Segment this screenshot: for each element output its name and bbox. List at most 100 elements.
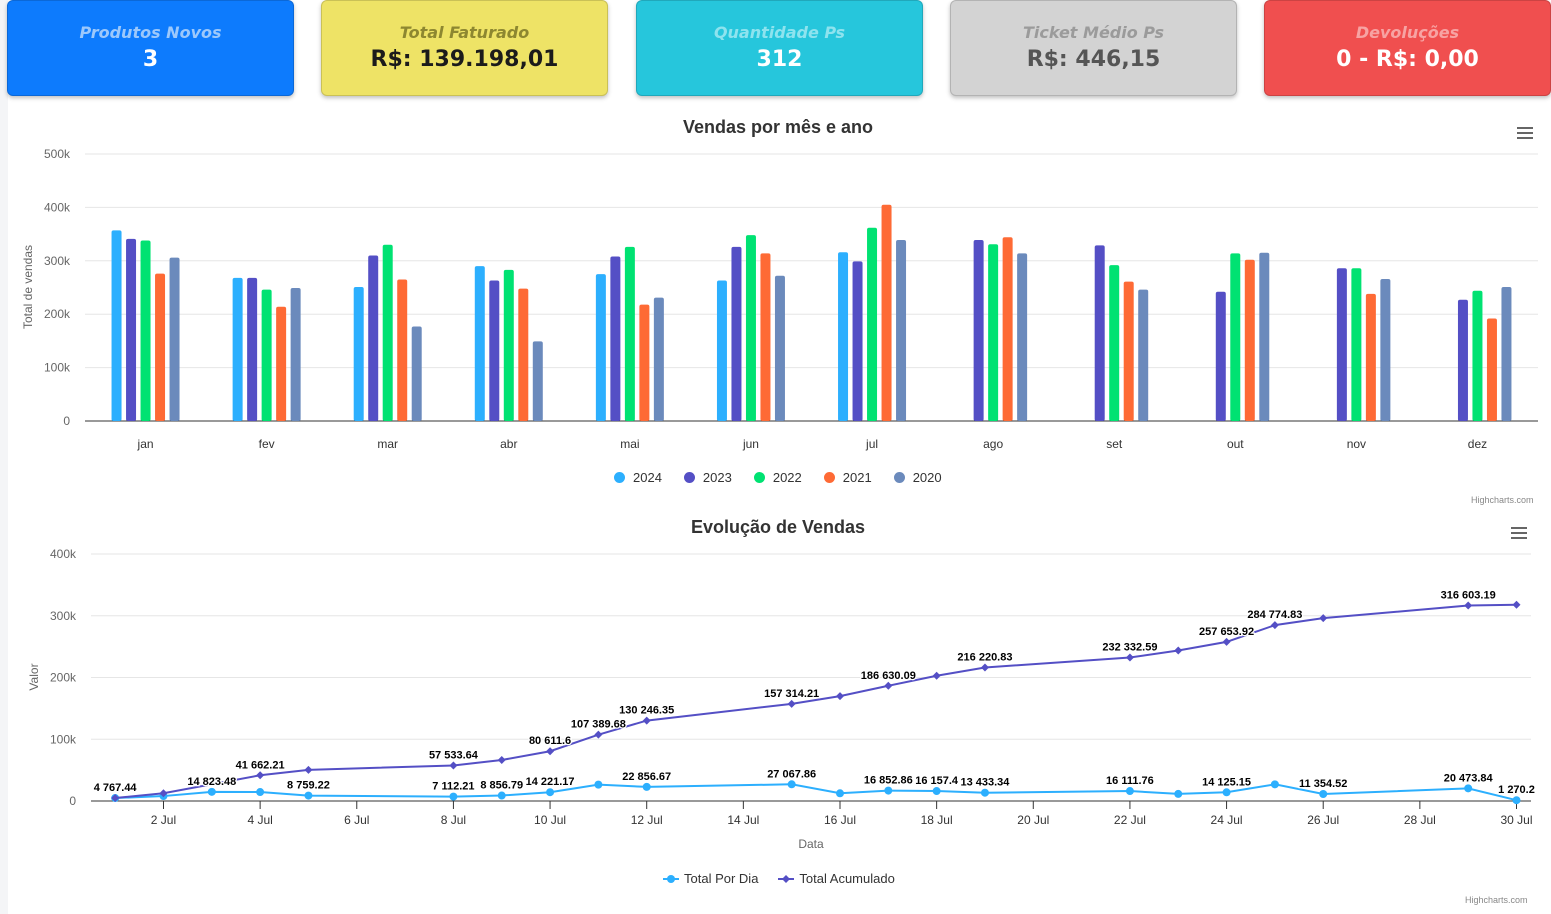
legend-label: 2024	[633, 470, 662, 485]
data-point	[1512, 796, 1521, 805]
x-tick-label: mar	[377, 437, 398, 451]
data-point	[1222, 637, 1231, 646]
chart-title: Vendas por mês e ano	[683, 117, 873, 137]
data-label: 7 112.21	[432, 781, 474, 793]
data-point	[1464, 784, 1473, 793]
bar	[1380, 278, 1391, 421]
y-tick-label: 500k	[44, 147, 71, 161]
x-tick-label: 28 Jul	[1404, 813, 1436, 827]
legend-item[interactable]: 2022	[753, 470, 802, 485]
y-axis-title: Valor	[27, 663, 41, 690]
bar	[867, 227, 878, 421]
data-point	[1270, 621, 1279, 630]
sales-evolution-chart: Evolução de Vendas Valor Data 0 100k 200k 3…	[27, 517, 1536, 851]
x-tick-label: out	[1227, 437, 1244, 451]
data-point	[980, 788, 989, 797]
data-label: 22 856.67	[622, 771, 671, 783]
data-label: 80 611.6	[529, 735, 571, 747]
bar	[532, 341, 543, 421]
legend-item[interactable]: 2020	[893, 470, 942, 485]
data-point	[497, 791, 506, 800]
y-tick-label: 300k	[50, 609, 77, 623]
bar	[411, 326, 422, 421]
y-tick-label: 0	[63, 414, 70, 428]
data-label: 257 653.92	[1199, 626, 1254, 638]
data-point	[1222, 788, 1231, 797]
bar	[1351, 268, 1362, 421]
data-label: 4 767.44	[94, 782, 138, 794]
chart-menu-icon[interactable]	[1517, 127, 1533, 139]
y-tick-label: 0	[69, 794, 76, 808]
y-axis-title: Total de vendas	[21, 245, 35, 329]
bar	[489, 280, 500, 421]
highcharts-credit[interactable]: Highcharts.com	[1465, 895, 1528, 905]
legend-diamond-line-icon	[778, 874, 795, 883]
data-label: 130 246.35	[619, 705, 674, 717]
bar	[1336, 268, 1347, 421]
y-tick-label: 200k	[44, 307, 71, 321]
bar	[126, 238, 137, 421]
x-tick-label: nov	[1347, 437, 1366, 451]
data-label: 1 270.2	[1498, 784, 1535, 796]
data-point	[932, 671, 941, 680]
y-tick-label: 400k	[44, 200, 71, 214]
bar	[1259, 252, 1270, 421]
bar	[896, 239, 907, 421]
monthly-sales-chart: Vendas por mês e ano Total de vendas 0 10…	[21, 117, 1538, 451]
x-axis-title: Data	[798, 837, 824, 851]
bar	[1472, 290, 1483, 421]
data-point	[787, 780, 796, 789]
y-tick-label: 300k	[44, 254, 71, 268]
bar	[760, 253, 771, 421]
bar	[852, 261, 863, 421]
data-label: 107 389.68	[571, 719, 626, 731]
data-label: 316 603.19	[1441, 589, 1496, 601]
card-quantidade-ps: Quantidade Ps 312	[636, 0, 923, 96]
data-label: 13 433.34	[960, 777, 1010, 789]
chart-menu-icon[interactable]	[1511, 527, 1527, 539]
bar	[155, 273, 166, 421]
card-devolucoes: Devoluções 0 - R$: 0,00	[1264, 0, 1551, 96]
data-label: 14 221.17	[526, 776, 575, 788]
data-point	[546, 788, 555, 797]
bar	[169, 257, 180, 421]
legend-label: 2021	[842, 470, 872, 485]
data-label: 11 354.52	[1299, 778, 1347, 790]
data-point	[884, 681, 893, 690]
x-tick-label: ago	[983, 437, 1003, 451]
bar	[368, 255, 379, 421]
card-produtos-novos: Produtos Novos 3	[7, 0, 294, 96]
highcharts-credit[interactable]: Highcharts.com	[1471, 495, 1534, 505]
bar	[1486, 318, 1497, 421]
legend-label: 2022	[772, 470, 802, 485]
x-tick-label: 20 Jul	[1017, 813, 1049, 827]
bar	[111, 230, 122, 421]
x-tick-label: 6 Jul	[344, 813, 369, 827]
data-point	[159, 789, 168, 798]
data-label: 57 533.64	[429, 749, 479, 761]
bar	[353, 286, 364, 421]
bar	[1457, 299, 1468, 421]
x-tick-label: 16 Jul	[824, 813, 856, 827]
bar	[518, 288, 529, 421]
bar	[610, 256, 621, 421]
data-point	[980, 663, 989, 672]
legend-item[interactable]: 2023	[683, 470, 732, 485]
data-label: 8 856.79	[480, 780, 523, 792]
legend-item[interactable]: 2021	[823, 470, 872, 485]
legend-label: 2020	[912, 470, 942, 485]
legend-item[interactable]: Total Por Dia	[663, 871, 758, 886]
legend-item[interactable]: Total Acumulado	[778, 871, 895, 886]
bar	[290, 288, 301, 421]
data-label: 14 125.15	[1202, 776, 1251, 788]
data-label: 27 067.86	[767, 768, 816, 780]
data-point	[1319, 789, 1328, 798]
legend-item[interactable]: 2024	[614, 470, 662, 485]
y-tick-label: 100k	[50, 732, 77, 746]
y-tick-label: 400k	[50, 547, 77, 561]
legend-circle-line-icon	[663, 874, 679, 883]
bar	[1138, 289, 1149, 421]
card-title: Devoluções	[1355, 23, 1460, 42]
bar	[503, 269, 514, 421]
x-tick-label: 24 Jul	[1211, 813, 1243, 827]
